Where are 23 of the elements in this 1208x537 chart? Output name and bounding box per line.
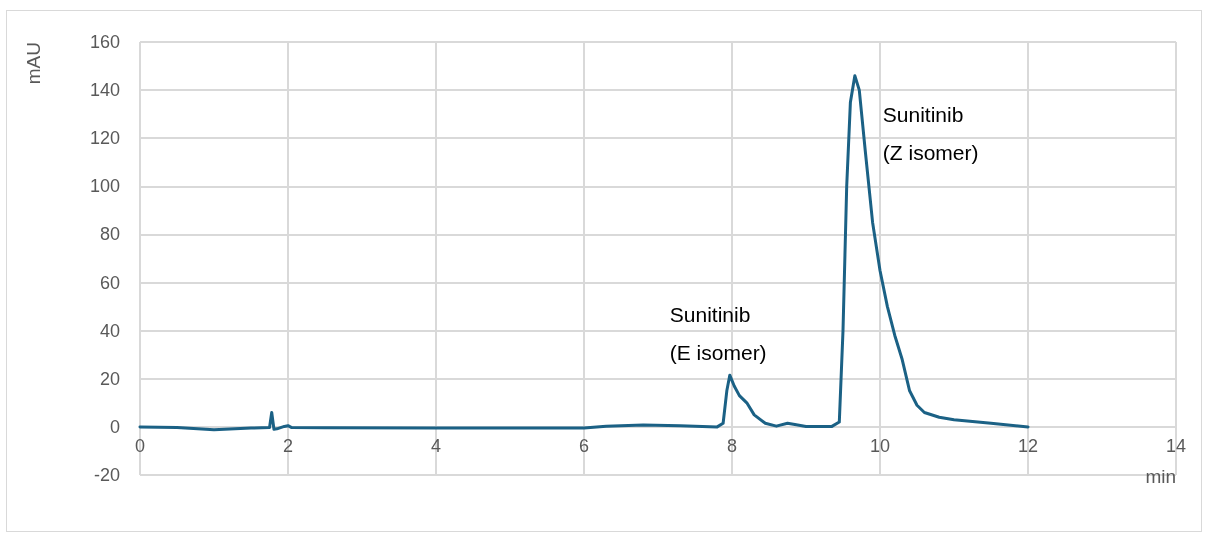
annotation: Sunitinib (Z isomer) [882, 103, 979, 165]
x-tick-label: 8 [726, 435, 738, 456]
x-tick-label: 10 [869, 435, 891, 456]
annotation: Sunitinib (E isomer) [669, 302, 767, 364]
x-tick-label: 4 [430, 435, 442, 456]
x-tick-label: 12 [1017, 435, 1039, 456]
x-tick-label: 0 [134, 435, 146, 456]
x-tick-label: 6 [578, 435, 590, 456]
x-axis-title: min [1145, 465, 1176, 487]
line-series [138, 74, 1030, 432]
y-tick-label: 120 [89, 128, 120, 149]
x-tick-label: 14 [1165, 435, 1187, 456]
x-tick-label: 2 [282, 435, 294, 456]
y-tick-label: 100 [89, 176, 120, 197]
y-tick-label: 60 [99, 272, 120, 293]
y-tick-label: 40 [99, 320, 120, 341]
y-tick-label: 20 [99, 368, 120, 389]
y-tick-label: 160 [89, 32, 120, 52]
y-tick-label: 80 [99, 224, 120, 245]
y-tick-label: -20 [93, 465, 120, 485]
y-axis-title: mAU [23, 42, 44, 85]
y-tick-label: 140 [89, 80, 120, 101]
y-tick-label: 0 [109, 416, 120, 437]
